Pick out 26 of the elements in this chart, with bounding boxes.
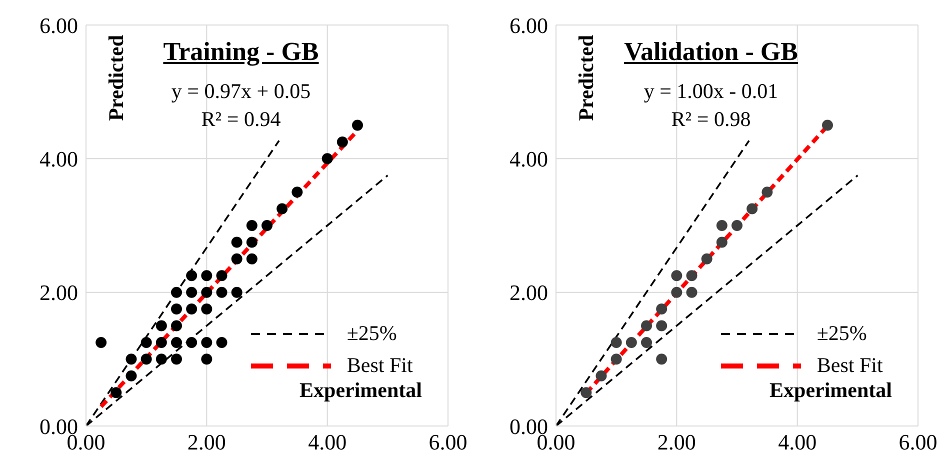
y-tick-label: 2.00 — [510, 280, 548, 306]
y-tick-label: 2.00 — [40, 280, 78, 306]
x-axis-title: Experimental — [770, 378, 892, 403]
annotation: y = 1.00x - 0.01 — [642, 79, 780, 104]
annotation: y = 0.97x + 0.05 — [170, 79, 312, 104]
legend-label: Best Fit — [346, 353, 413, 378]
legend-label: ±25% — [816, 321, 867, 346]
y-tick-label: 6.00 — [40, 12, 78, 38]
annotation: R² = 0.94 — [200, 107, 282, 132]
y-tick-label: 6.00 — [510, 12, 548, 38]
x-tick-label: 2.00 — [657, 430, 696, 455]
y-tick-label: 4.00 — [510, 146, 548, 172]
x-tick-label: 2.00 — [187, 430, 226, 455]
x-tick-label: 6.00 — [898, 430, 938, 455]
text: Training - GB — [162, 37, 320, 67]
legend-label: Best Fit — [816, 353, 883, 378]
annotation: R² = 0.98 — [670, 107, 752, 132]
legend-label: ±25% — [346, 321, 397, 346]
y-tick-label: 4.00 — [40, 146, 78, 172]
x-tick-label: 4.00 — [778, 430, 817, 455]
y-axis-title: Predicted — [104, 35, 129, 121]
x-axis-title: Experimental — [300, 378, 422, 403]
x-tick-label: 6.00 — [428, 430, 468, 455]
x-tick-label: 4.00 — [308, 430, 347, 455]
y-axis-title: Predicted — [574, 35, 599, 121]
text: Validation - GB — [623, 37, 799, 67]
